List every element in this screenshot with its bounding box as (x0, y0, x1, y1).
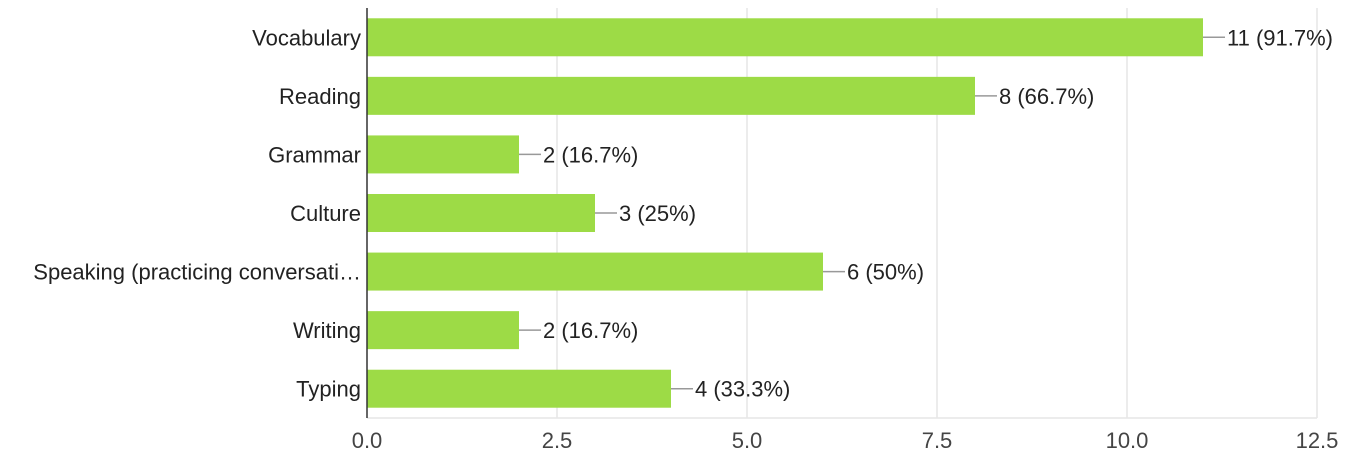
category-labels: Vocabulary Reading Grammar Culture Speaking … (33, 25, 361, 401)
x-tick-label: 5.0 (732, 428, 763, 453)
data-label: 3 (25%) (619, 201, 696, 226)
bar (367, 135, 519, 174)
category-label: Speaking (practicing conversati… (33, 260, 361, 285)
category-label: Vocabulary (252, 25, 361, 50)
bar (367, 369, 671, 408)
bar (367, 194, 595, 232)
category-label: Reading (279, 84, 361, 109)
x-axis-ticks: 0.0 2.5 5.0 7.5 10.0 12.5 (352, 428, 1339, 453)
data-label: 4 (33.3%) (695, 377, 790, 402)
category-label: Typing (296, 377, 361, 402)
data-label: 2 (16.7%) (543, 318, 638, 343)
x-tick-label: 10.0 (1106, 428, 1149, 453)
data-label: 2 (16.7%) (543, 142, 638, 167)
bar (367, 252, 823, 291)
x-tick-label: 12.5 (1296, 428, 1339, 453)
x-tick-label: 0.0 (352, 428, 383, 453)
category-label: Culture (290, 201, 361, 226)
x-tick-label: 2.5 (542, 428, 573, 453)
grid-lines (367, 8, 1318, 419)
category-label: Writing (293, 318, 361, 343)
bars (367, 18, 1203, 408)
data-labels: 11 (91.7%) 8 (66.7%) 2 (16.7%) 3 (25%) 6 (50… (519, 25, 1333, 402)
x-tick-label: 7.5 (922, 428, 953, 453)
data-label: 6 (50%) (847, 260, 924, 285)
data-label: 11 (91.7%) (1227, 25, 1333, 50)
bar (367, 18, 1203, 57)
data-label: 8 (66.7%) (999, 84, 1094, 109)
bar (367, 311, 519, 350)
category-label: Grammar (268, 142, 361, 167)
bar (367, 76, 975, 115)
